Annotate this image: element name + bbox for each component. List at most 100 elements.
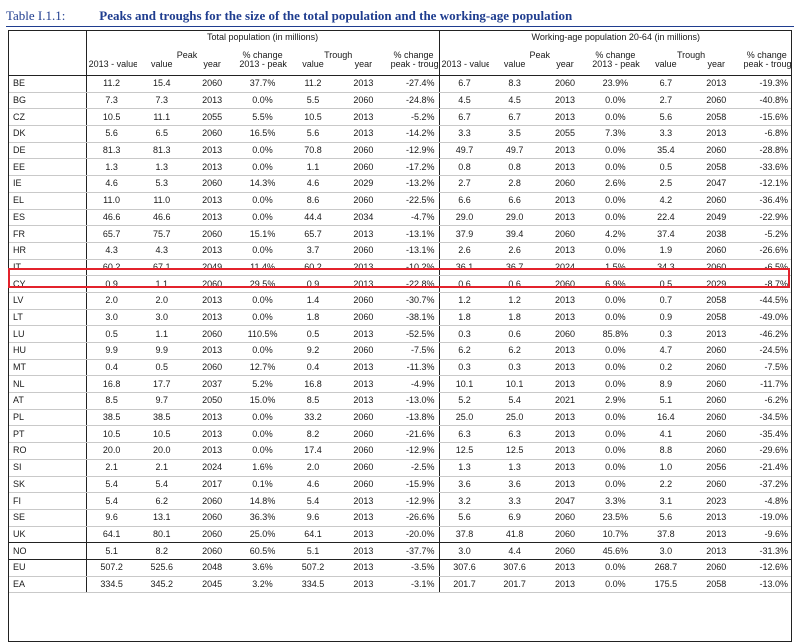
table-cell: 2013 [338,75,389,93]
col-header: 2013 - value [438,60,490,76]
table-cell: 2013 [539,92,591,110]
table-cell: 60.2 [86,259,137,277]
table-cell: 2013 [539,359,591,377]
table-cell: 2013 [338,125,389,143]
table-cell: 307.6 [489,559,540,577]
table-cell: 2049 [691,209,742,227]
table-cell: -26.6% [388,509,439,527]
table-cell: -35.4% [741,425,792,444]
table-cell: 0.5 [640,275,692,293]
table-cell: 2013 [338,375,389,394]
table-cell: 2013 [186,209,238,227]
table-cell: 2060 [691,425,742,444]
table-cell: 0.5 [136,359,187,377]
table-cell: -37.2% [741,476,792,494]
table-cell: 2058 [691,576,742,594]
table-cell: 23.5% [590,509,641,527]
country-code: DK [8,125,87,143]
table-cell: 46.6 [136,209,187,227]
table-cell: 2013 [186,442,238,460]
table-cell: 1.8 [287,309,339,327]
table-cell: 2013 [691,125,742,143]
table-cell: -36.4% [741,192,792,210]
table-cell: 1.6% [237,459,288,477]
table-cell: 6.2 [136,492,187,510]
country-code: CY [8,275,87,293]
table-cell: 0.6 [438,275,490,293]
table-cell: 2.5 [640,175,692,193]
table-cell: 37.8 [438,526,490,544]
table-cell: 2013 [539,476,591,494]
table-cell: 39.4 [489,225,540,243]
table-cell: 525.6 [136,559,187,577]
table-cell: -13.2% [388,175,439,193]
table-cell: 2013 [539,108,591,127]
table-cell: 0.0% [590,142,641,160]
table-cell: 2013 [186,92,238,110]
table-cell: 2060 [338,342,389,360]
table-cell: -13.0% [388,392,439,410]
table-cell: 1.3 [136,158,187,177]
table-cell: 8.9 [640,375,692,394]
table-cell: 14.8% [237,492,288,510]
table-cell: -5.2% [388,108,439,127]
table-cell: 2060 [691,142,742,160]
table-cell: 2013 [539,309,591,327]
table-cell: 29.0 [438,209,490,227]
country-code: EE [8,158,87,177]
table-cell: 0.0% [590,209,641,227]
table-cell: 0.9 [86,275,137,293]
table-cell: 25.0 [489,409,540,427]
table-cell: 64.1 [287,526,339,544]
table-cell: 2055 [539,125,591,143]
table-cell: 2013 [186,242,238,260]
table-cell: 4.5 [438,92,490,110]
table-cell: 12.7% [237,359,288,377]
table-cell: 0.0% [590,192,641,210]
table-cell: 29.0 [489,209,540,227]
table-cell: -33.6% [741,158,792,177]
country-code: IT [8,259,87,277]
col-header: value [287,60,339,76]
col-header: peak - trough [388,60,439,76]
table-cell: 2013 [338,576,389,594]
table-cell: 8.6 [287,192,339,210]
table-cell: 75.7 [136,225,187,243]
table-row-be: BE 11.2 15.4 2060 37.7% 11.2 2013 -27.4% 6.7 8.3 2… [8,75,792,93]
table-cell: -4.7% [388,209,439,227]
table-cell: 6.9% [590,275,641,293]
table-cell: 23.9% [590,75,641,93]
col-header: year [539,60,591,76]
table-cell: 2047 [539,492,591,510]
table-cell: -30.7% [388,292,439,310]
table-cell: 0.6 [489,325,540,343]
table-cell: 2023 [691,492,742,510]
table-cell: 2013 [338,542,389,560]
table-row-nl: NL 16.8 17.7 2037 5.2% 16.8 2013 -4.9% 10.1 10.1 2… [8,375,792,394]
table-cell: -12.9% [388,142,439,160]
table-cell: 37.8 [640,526,692,544]
table-cell: -12.9% [388,442,439,460]
table-cell: 1.3 [86,158,137,177]
table-cell: 2060 [338,476,389,494]
table-cell: 2060 [691,92,742,110]
table-cell: 2013 [691,75,742,93]
table-cell: 8.2 [287,425,339,444]
table-cell: 4.7 [640,342,692,360]
table-cell: 1.8 [489,309,540,327]
table-cell: 38.5 [136,409,187,427]
table-cell: 2.6% [590,175,641,193]
table-cell: 2060 [691,476,742,494]
table-cell: 10.5 [86,425,137,444]
table-cell: 2060 [691,242,742,260]
table-cell: 3.2% [237,576,288,594]
table-cell: -6.2% [741,392,792,410]
table-cell: 2013 [186,292,238,310]
table-cell: -49.0% [741,309,792,327]
table-cell: -29.6% [741,442,792,460]
table-cell: 3.0 [86,309,137,327]
table-cell: 2060 [691,192,742,210]
table-cell: 36.3% [237,509,288,527]
table-cell: 2013 [186,192,238,210]
table-title: Peaks and troughs for the size of the to… [99,8,573,23]
